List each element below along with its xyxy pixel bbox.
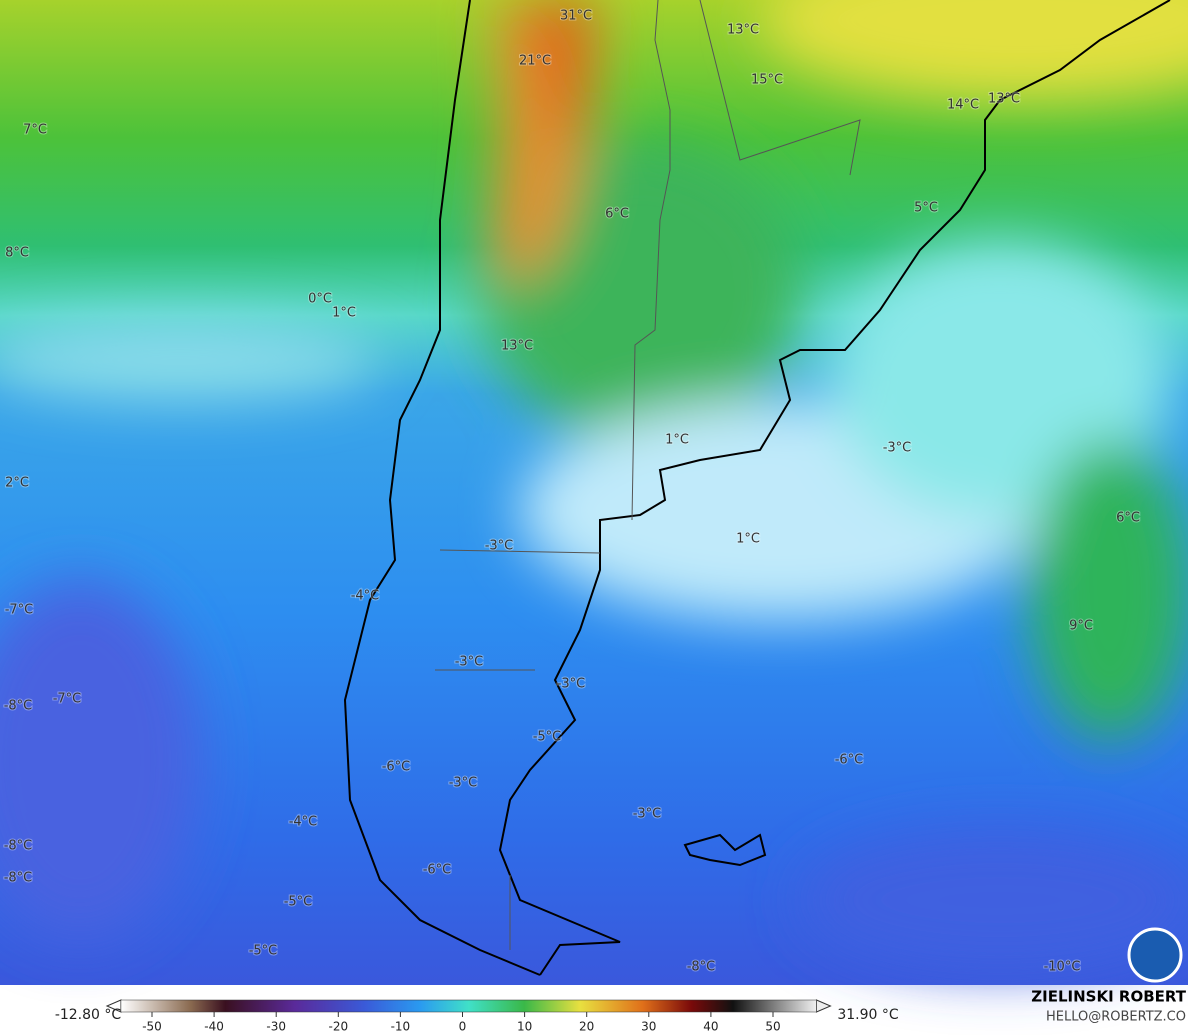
temperature-label: 21°C	[519, 54, 551, 69]
colorbar-tick-label: -30	[266, 1020, 286, 1034]
temperature-label: 6°C	[1116, 511, 1140, 526]
temperature-label: -5°C	[284, 895, 313, 910]
temperature-label: 1°C	[332, 306, 356, 321]
temperature-label: 2°C	[5, 476, 29, 491]
colorbar-tick-label: -50	[142, 1020, 162, 1034]
temperature-label: 8°C	[5, 246, 29, 261]
temperature-label: -8°C	[4, 699, 33, 714]
temperature-label: -8°C	[4, 871, 33, 886]
temperature-label: -3°C	[557, 677, 586, 692]
colorbar-tick-label: 30	[641, 1020, 656, 1034]
temperature-label: -6°C	[835, 753, 864, 768]
temperature-label: -8°C	[687, 960, 716, 975]
temperature-label: 15°C	[751, 73, 783, 88]
temperature-label: -3°C	[883, 441, 912, 456]
temperature-label: 14°C	[947, 98, 979, 113]
temperature-label: 13°C	[501, 339, 533, 354]
temperature-label: -6°C	[382, 760, 411, 775]
temperature-label: -3°C	[485, 539, 514, 554]
temperature-label: -5°C	[533, 730, 562, 745]
temperature-label: 9°C	[1069, 619, 1093, 634]
temperature-label: -10°C	[1044, 960, 1081, 975]
temperature-label: 13°C	[988, 92, 1020, 107]
colorbar-tick-label: 20	[579, 1020, 594, 1034]
temperature-field	[0, 0, 1188, 970]
coastline	[343, 0, 1171, 976]
temperature-label: 5°C	[914, 201, 938, 216]
temperature-label: -7°C	[5, 603, 34, 618]
colorbar: -50 -40 -30 -20 -10 0 10 20 30 40 50	[105, 999, 832, 1034]
temperature-label: -5°C	[249, 944, 278, 959]
temperature-label: -4°C	[289, 815, 318, 830]
temperature-label: -3°C	[633, 807, 662, 822]
temperature-label: -3°C	[455, 655, 484, 670]
map: 31°C21°C13°C15°C14°C 13°C7°C6°C 5°C8°C0°C1…	[0, 0, 1188, 985]
temperature-label: 6°C	[605, 207, 629, 222]
temperature-label: 1°C	[665, 433, 689, 448]
temperature-labels: 31°C21°C13°C15°C14°C 13°C7°C6°C 5°C8°C0°C1…	[3, 8, 1141, 976]
colorbar-right-arrow	[815, 999, 832, 1013]
temperature-label: -4°C	[351, 589, 380, 604]
temperature-label: 1°C	[736, 532, 760, 547]
temperature-label: 13°C	[727, 23, 759, 38]
noaa-logo	[1127, 927, 1183, 983]
credit-author: ZIELINSKI ROBERT	[1031, 988, 1186, 1006]
temperature-label: 0°C	[308, 292, 332, 307]
temperature-label: 7°C	[23, 123, 47, 138]
credit-email: HELLO@ROBERTZ.CO	[1046, 1010, 1186, 1025]
colorbar-tick-label: -10	[391, 1020, 411, 1034]
colorbar-gradient	[120, 999, 817, 1013]
colorbar-tick-label: 0	[459, 1020, 467, 1034]
temperature-label: -8°C	[4, 839, 33, 854]
min-label: -12.80 °C	[55, 1007, 122, 1023]
temperature-label: -6°C	[423, 863, 452, 878]
colorbar-tick-label: 10	[517, 1020, 532, 1034]
falklands	[683, 833, 767, 867]
max-label: 31.90 °C	[837, 1007, 899, 1023]
colorbar-tick-label: 40	[703, 1020, 718, 1034]
temperature-label: -3°C	[449, 776, 478, 791]
temperature-label: -7°C	[53, 692, 82, 707]
temperature-label: 31°C	[560, 9, 592, 24]
colorbar-tick-label: 50	[765, 1020, 780, 1034]
colorbar-tick-label: -20	[328, 1020, 348, 1034]
colorbar-tick-label: -40	[204, 1020, 224, 1034]
borders	[435, 0, 861, 950]
